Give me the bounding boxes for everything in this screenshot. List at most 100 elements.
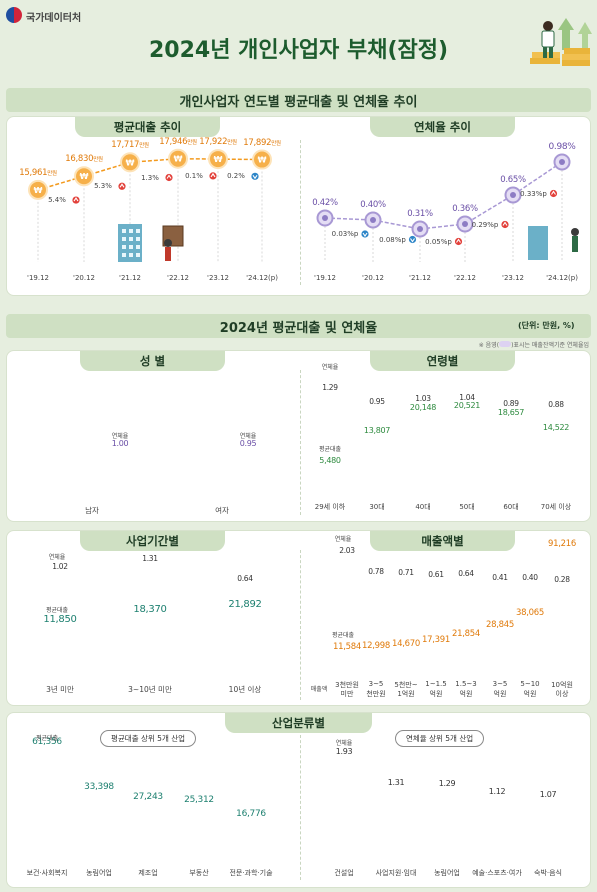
loan-year-label: '24.12(p) xyxy=(246,274,278,282)
loan-value-number: 17,717 xyxy=(111,140,140,151)
industry-panel xyxy=(6,712,591,888)
age-loan-value: 18,657 xyxy=(497,408,525,418)
sales-rate-value: 0.78 xyxy=(368,566,384,576)
gender-loan-label: 평균대출 xyxy=(178,391,202,398)
industry-loan-name: 제조업 xyxy=(138,869,158,877)
page-title: 2024년 개인사업자 부채(잠정) xyxy=(148,38,449,63)
loan-year-label: '22.12 xyxy=(167,274,189,282)
building-window xyxy=(129,237,133,241)
trend-divider xyxy=(300,140,301,285)
shade-swatch xyxy=(499,341,512,347)
industry-delinq-name: 숙박·음식 xyxy=(534,869,562,877)
period-loan-value: 18,370 xyxy=(133,604,167,615)
sales-name: 1.5~3 xyxy=(455,680,477,688)
sales-loan-value: 12,998 xyxy=(362,641,390,652)
sales-rate-value: 0.40 xyxy=(522,573,538,583)
loan-change-badge-arrow xyxy=(252,175,258,180)
delinq-year-label: '20.12 xyxy=(362,274,384,282)
sales-name: 3~5 xyxy=(492,680,508,688)
org-logo xyxy=(6,7,22,23)
loan-change-label: 0.2% xyxy=(227,172,245,181)
building-window xyxy=(136,237,140,241)
delinq-point-core xyxy=(510,192,516,198)
loan-point xyxy=(28,179,48,200)
loan-value-4: 17,922만원 xyxy=(199,137,237,147)
gender-tab: 성 별 xyxy=(80,351,225,371)
loan-trend-tab: 평균대출 추이 xyxy=(75,117,220,137)
loan-value-1: 16,830만원 xyxy=(65,154,103,165)
age-rate-value: 0.95 xyxy=(369,397,385,406)
age-loan-label: 평균대출 xyxy=(318,446,342,453)
won-icon: ₩ xyxy=(258,156,267,165)
loan-year-label: '23.12 xyxy=(207,274,229,282)
age-rate-value: 1.04 xyxy=(459,393,475,403)
age-loan-value: 14,522 xyxy=(542,423,570,433)
sales-name: 5천만~ xyxy=(394,681,418,689)
sales-loan-value: 38,065 xyxy=(516,608,544,619)
loan-change-badge xyxy=(251,172,259,180)
delinq-change-badge xyxy=(361,230,369,238)
businessman-figure-icon xyxy=(541,21,555,58)
sales-loan-label: 평균대출 xyxy=(331,632,355,639)
loan-change-badge xyxy=(165,173,173,182)
industry-delinq-name: 예술·스포츠·여가 xyxy=(472,869,522,877)
gender-loan-value: 14,431 xyxy=(171,397,209,408)
person-body-icon xyxy=(165,247,171,261)
industry-delinq-name: 사업지원·임대 xyxy=(375,869,417,877)
loan-point xyxy=(252,149,272,170)
loan-change-badge xyxy=(72,196,80,204)
sales-tab: 매출액별 xyxy=(370,531,515,551)
building-icon xyxy=(528,226,548,260)
footnote: ※ 음영()표시는 매출잔액기준 연체율임 xyxy=(479,340,589,349)
loan-value-unit: 만원 xyxy=(187,139,197,146)
delinq-change-badge xyxy=(501,220,509,229)
delinq-change-badge-arrow xyxy=(456,238,461,243)
delinq-point-core xyxy=(417,226,423,232)
delinq-point-core xyxy=(322,215,328,221)
gender-name: 여자 xyxy=(215,506,229,515)
sales-name: 5~10 xyxy=(520,680,540,688)
industry-loan-value: 25,312 xyxy=(184,795,214,806)
delinq-year-label: '23.12 xyxy=(502,274,524,282)
delinq-change-badge-arrow xyxy=(410,238,415,243)
delinq-value: 0.42% xyxy=(312,198,338,208)
sales-rate-value: 0.71 xyxy=(398,568,414,578)
delinq-point-core xyxy=(462,221,468,227)
age-loan-value: 20,521 xyxy=(453,401,481,411)
loan-point xyxy=(168,148,188,169)
industry-divider xyxy=(300,735,301,880)
footnote-prefix: ※ 음영( xyxy=(478,342,500,349)
industry-loan-name: 부동산 xyxy=(189,869,209,877)
gender-loan-value: 20,486 xyxy=(39,409,81,422)
delinq-year-label: '19.12 xyxy=(314,274,336,282)
delinq-value: 0.98% xyxy=(548,142,576,152)
loan-change-label: 0.1% xyxy=(185,171,203,180)
building-window xyxy=(122,253,126,257)
industry-loan-name: 전문·과학·기술 xyxy=(229,869,273,877)
period-delinq-label: 연체율 xyxy=(48,554,66,561)
period-rate-value: 1.02 xyxy=(52,562,68,572)
sales-rate-value: 0.61 xyxy=(428,569,444,579)
delinq-change-label: 0.33%p xyxy=(520,189,547,198)
sales-name: 1억원 xyxy=(397,690,415,698)
age-rate-value: 1.03 xyxy=(415,393,431,403)
delinq-trend-tab: 연체율 추이 xyxy=(370,117,515,137)
industry-loan-name: 농림어업 xyxy=(86,869,112,877)
loan-change-label: 5.3% xyxy=(94,182,112,191)
loan-change-badge xyxy=(118,182,126,190)
delinq-change-label: 0.08%p xyxy=(379,235,406,244)
loan-value-number: 17,946 xyxy=(159,136,188,147)
loan-change-badge-arrow xyxy=(210,172,216,178)
period-loan-value: 11,850 xyxy=(43,614,77,625)
sales-loan-value: 17,391 xyxy=(422,635,450,646)
loan-value-number: 16,830 xyxy=(65,154,94,165)
gender-name: 남자 xyxy=(85,506,99,515)
sales-loan-value: 14,670 xyxy=(392,638,420,649)
age-tab: 연령별 xyxy=(370,351,515,371)
age-name: 70세 이상 xyxy=(540,503,572,511)
worried-person-icon xyxy=(571,228,579,236)
loan-value-5: 17,892만원 xyxy=(243,138,281,148)
building-window xyxy=(129,229,133,233)
won-icon: ₩ xyxy=(80,172,89,181)
loan-change-badge-arrow xyxy=(166,174,172,179)
